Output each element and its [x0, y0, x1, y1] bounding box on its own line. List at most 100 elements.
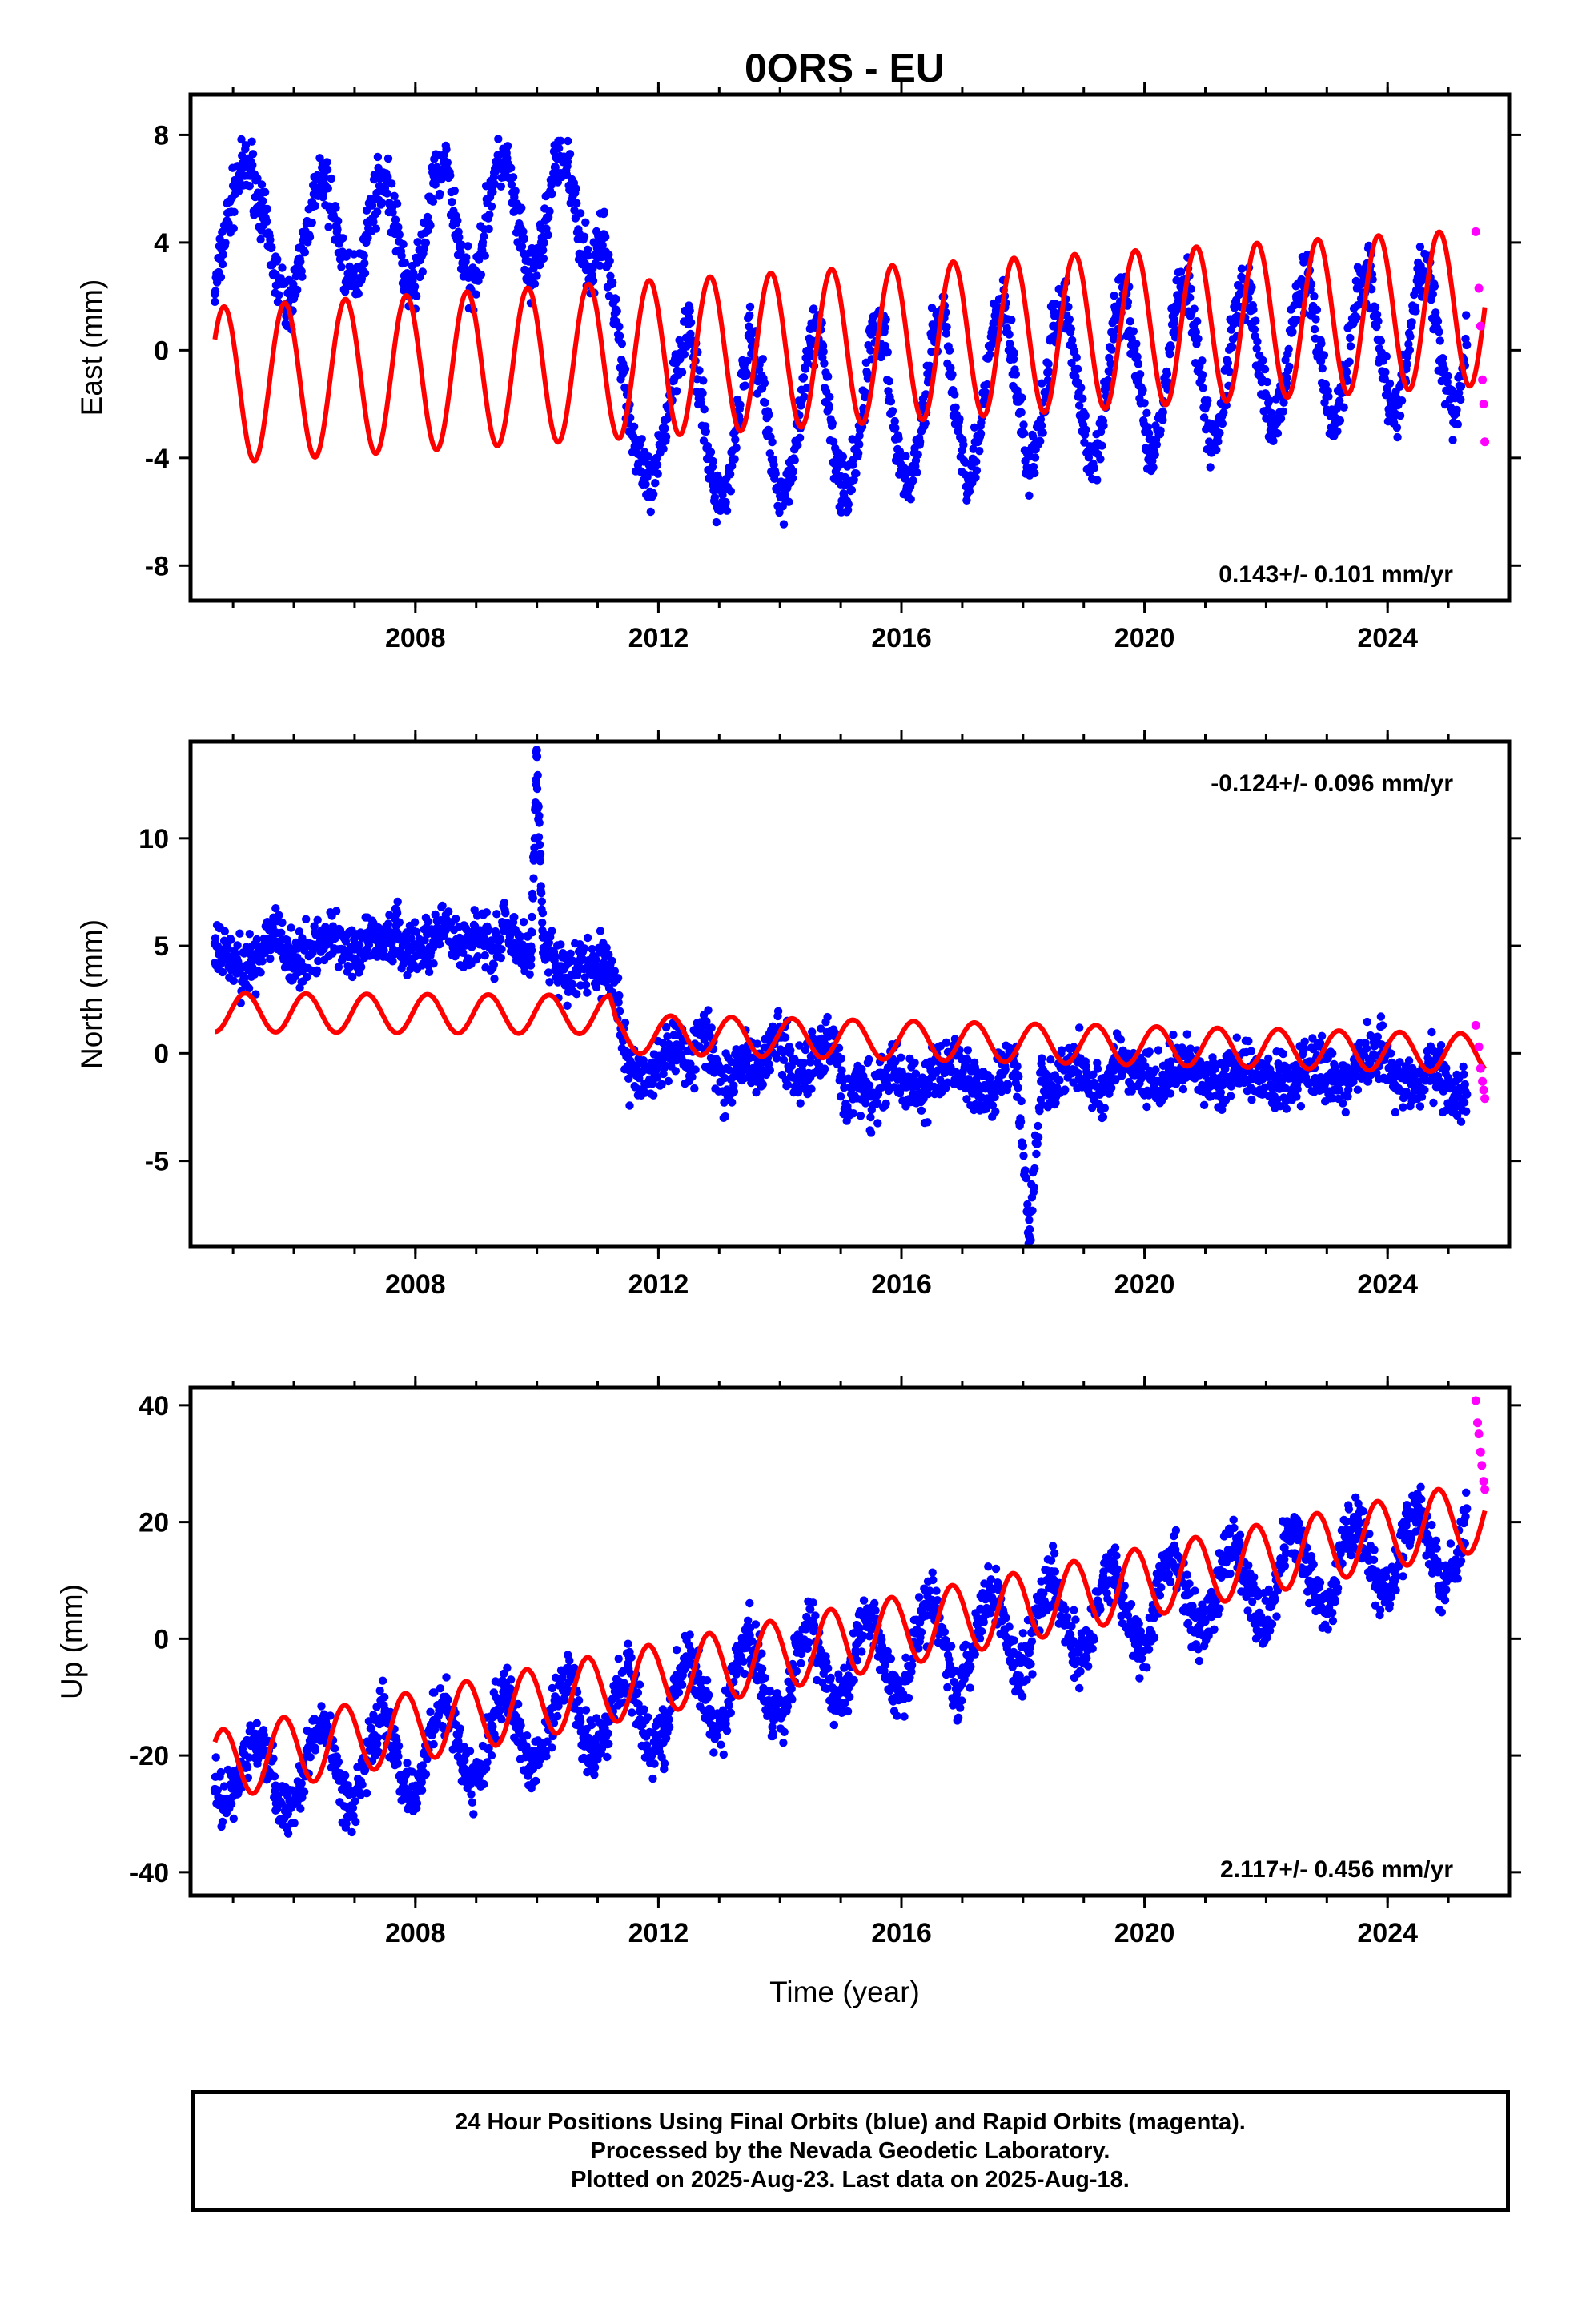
- final-orbit-point: [1255, 1070, 1265, 1080]
- final-orbit-point: [343, 950, 353, 959]
- final-orbit-point: [1207, 448, 1216, 457]
- final-orbit-point: [572, 184, 580, 193]
- final-orbit-point: [313, 915, 322, 925]
- final-orbit-point: [428, 197, 438, 206]
- final-orbit-point: [1389, 418, 1399, 428]
- final-orbit-point: [1018, 393, 1026, 402]
- final-orbit-point: [972, 466, 982, 475]
- final-orbit-point: [1362, 1044, 1371, 1053]
- rapid-orbit-point: [1474, 1042, 1484, 1051]
- final-orbit-point: [441, 157, 451, 167]
- rapid-orbit-point: [1479, 1085, 1488, 1095]
- final-orbit-point: [1407, 318, 1416, 327]
- final-orbit-point: [599, 959, 608, 968]
- final-orbit-point: [1037, 1076, 1046, 1086]
- final-orbit-point: [1399, 1103, 1407, 1112]
- final-orbit-point: [1443, 372, 1452, 380]
- y-tick-label: 5: [154, 931, 169, 962]
- final-orbit-point: [988, 1089, 998, 1099]
- final-orbit-point: [442, 145, 451, 154]
- final-orbit-point: [793, 440, 802, 450]
- final-orbit-point: [772, 1054, 781, 1063]
- final-orbit-point: [572, 199, 581, 207]
- final-orbit-point: [462, 253, 471, 262]
- final-orbit-point: [211, 297, 219, 306]
- final-orbit-point: [220, 927, 229, 936]
- final-orbit-point: [319, 173, 329, 183]
- final-orbit-point: [480, 232, 488, 241]
- final-orbit-point: [1279, 398, 1288, 407]
- final-orbit-point: [709, 480, 718, 489]
- final-orbit-point: [1166, 1057, 1175, 1066]
- final-orbit-point: [1279, 1049, 1288, 1059]
- final-orbit-point: [1300, 1037, 1309, 1047]
- final-orbit-point: [484, 224, 493, 234]
- final-orbit-point: [1456, 395, 1465, 404]
- y-tick-label: 8: [154, 120, 169, 151]
- final-orbit-point: [745, 1053, 754, 1063]
- final-orbit-point: [545, 978, 554, 987]
- final-orbit-point: [789, 467, 797, 476]
- final-orbit-point: [1376, 1012, 1386, 1021]
- final-orbit-point: [615, 1007, 624, 1015]
- final-orbit-point: [1317, 339, 1326, 348]
- final-orbit-point: [652, 1073, 662, 1082]
- final-orbit-point: [526, 961, 536, 970]
- final-orbit-point: [1195, 1070, 1204, 1080]
- final-orbit-point: [745, 322, 753, 331]
- final-orbit-point: [252, 935, 261, 944]
- final-orbit-point: [805, 1057, 815, 1067]
- final-orbit-point: [959, 440, 968, 449]
- final-orbit-point: [1019, 420, 1028, 429]
- plot-area: [210, 1396, 1490, 1838]
- final-orbit-point: [1149, 463, 1158, 472]
- x-tick-label: 2012: [628, 623, 689, 653]
- final-orbit-point: [757, 372, 766, 382]
- final-orbit-point: [1106, 360, 1115, 368]
- final-orbit-point: [453, 946, 463, 955]
- final-orbit-point: [729, 1087, 739, 1096]
- final-orbit-point: [612, 295, 620, 304]
- final-orbit-point: [1324, 392, 1333, 401]
- final-orbit-point: [380, 171, 390, 180]
- final-orbit-point: [857, 1064, 866, 1074]
- final-orbit-point: [1012, 1062, 1022, 1071]
- final-orbit-point: [1158, 408, 1167, 417]
- final-orbit-point: [648, 1079, 657, 1088]
- final-orbit-point: [331, 222, 341, 231]
- final-orbit-point: [1415, 243, 1425, 251]
- final-orbit-point: [1328, 1076, 1338, 1086]
- final-orbit-point: [256, 968, 265, 977]
- final-orbit-point: [290, 1819, 299, 1827]
- final-orbit-point: [503, 142, 512, 151]
- final-orbit-point: [1038, 1054, 1046, 1063]
- final-orbit-point: [1103, 376, 1113, 385]
- final-orbit-point: [527, 946, 536, 955]
- final-orbit-point: [620, 1018, 630, 1027]
- final-orbit-point: [1462, 1089, 1472, 1099]
- final-orbit-point: [267, 243, 276, 252]
- final-orbit-point: [418, 267, 427, 276]
- final-orbit-point: [1078, 394, 1087, 403]
- final-orbit-point: [295, 265, 305, 274]
- final-orbit-point: [539, 246, 548, 255]
- final-orbit-point: [661, 1023, 671, 1032]
- final-orbit-point: [1340, 1076, 1350, 1086]
- final-orbit-point: [416, 251, 426, 261]
- final-orbit-point: [1030, 1183, 1038, 1192]
- final-orbit-point: [881, 315, 890, 324]
- final-orbit-point: [453, 216, 462, 225]
- final-orbit-point: [536, 850, 545, 858]
- final-orbit-point: [1438, 359, 1447, 368]
- final-orbit-point: [1450, 410, 1460, 420]
- final-orbit-point: [354, 289, 363, 298]
- final-orbit-point: [620, 383, 629, 392]
- final-orbit-point: [1292, 1092, 1301, 1101]
- final-orbit-point: [1346, 342, 1355, 351]
- final-orbit-point: [602, 943, 611, 952]
- final-orbit-point: [1055, 1076, 1064, 1085]
- final-orbit-point: [1413, 273, 1423, 283]
- final-orbit-point: [800, 392, 809, 401]
- final-orbit-point: [1142, 1102, 1151, 1112]
